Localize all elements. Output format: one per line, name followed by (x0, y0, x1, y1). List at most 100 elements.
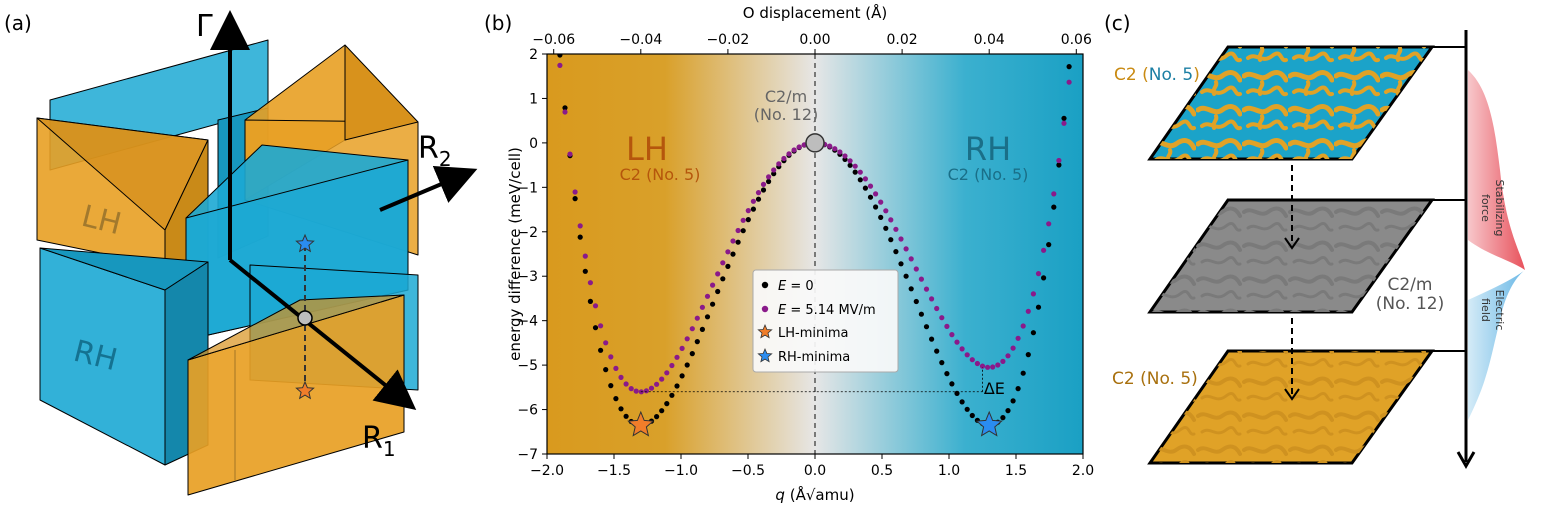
series-1-point (628, 386, 634, 392)
panel-label-c: (c) (1104, 11, 1131, 35)
series-1-point (766, 174, 772, 180)
series-0-point (715, 288, 721, 295)
series-0-point (755, 196, 762, 202)
vertical-axis-c-head (1456, 451, 1476, 470)
series-1-point (857, 169, 863, 175)
series-0-point (674, 383, 680, 389)
bottom-sheet-label: C2 (No. 5) (1112, 369, 1198, 389)
series-0-point (735, 239, 741, 245)
series-1-point (710, 282, 716, 288)
series-1-point (608, 354, 614, 360)
r2-axis (379, 166, 478, 212)
series-0-point (878, 214, 884, 220)
series-1-point (949, 332, 955, 338)
series-0-point (577, 234, 583, 240)
series-1-point (964, 352, 970, 358)
series-1-point (557, 62, 563, 68)
series-1-point (974, 360, 981, 367)
x-tick-label: −1.5 (597, 463, 631, 479)
y-tick-label: −6 (517, 403, 538, 419)
series-1-point (592, 303, 599, 309)
series-1-point (760, 181, 767, 187)
series-1-point (771, 167, 777, 173)
series-1-point (643, 388, 650, 394)
series-0-point (582, 268, 588, 274)
series-0-point (944, 371, 950, 377)
series-1-point (832, 146, 838, 152)
center-label-1: C2/m (765, 87, 807, 106)
series-1-point (1056, 157, 1062, 164)
series-0-point (603, 367, 609, 373)
panel-label-a: (a) (4, 11, 32, 35)
series-1-point (923, 286, 930, 292)
series-1-point (1035, 271, 1042, 277)
block-orange-bottom-cap (187, 294, 405, 361)
series-0-point (730, 251, 736, 257)
series-1-point (929, 296, 935, 302)
series-1-point (969, 357, 975, 363)
series-0-point (618, 406, 624, 412)
series-1-point (1005, 353, 1011, 359)
series-1-point (674, 354, 680, 360)
y-tick-label: −2 (517, 225, 538, 241)
series-1-point (862, 176, 869, 182)
y-tick-label: 0 (529, 136, 538, 152)
legend-box (752, 269, 899, 373)
series-0-point (598, 347, 604, 353)
series-0-point (699, 326, 706, 332)
lh-star-a (295, 380, 315, 400)
sheet-bottom-domains (1150, 351, 1432, 463)
saddle-point (805, 133, 825, 153)
series-1-point (654, 381, 660, 387)
series-0-point (623, 413, 629, 419)
series-0-point (1030, 330, 1036, 336)
series-0-point (562, 105, 568, 111)
delta-e-label: ΔE (984, 379, 1005, 398)
series-1-point (669, 362, 675, 369)
panel-a-blocks (36, 39, 419, 496)
series-1-point (740, 217, 746, 223)
top-x-tick-label: 0.06 (1061, 32, 1092, 48)
series-1-point (694, 315, 700, 321)
series-0-point (1010, 398, 1016, 404)
series-0-point (592, 325, 599, 331)
series-1-point (755, 190, 762, 196)
rh-minimum-star (975, 410, 1003, 437)
series-0-point (1061, 115, 1067, 121)
series-0-point (694, 339, 700, 345)
series-0-point (659, 408, 665, 414)
r1-axis (228, 258, 417, 411)
series-1-point (867, 183, 874, 189)
series-1-point (659, 376, 665, 382)
sheet-top-domains (1150, 47, 1432, 159)
series-1-point (679, 345, 685, 351)
series-0-point (745, 217, 751, 223)
y-tick-label: −4 (517, 314, 538, 330)
legend-marker-e514 (761, 305, 769, 313)
series-0-point (654, 414, 660, 420)
series-0-point (664, 401, 670, 407)
x-tick-label: 0.0 (804, 463, 826, 479)
series-1-point (842, 153, 848, 159)
series-1-point (587, 280, 594, 286)
top-x-tick-label: 0.04 (974, 32, 1005, 48)
y-tick-label: −1 (517, 180, 538, 196)
series-1-point (903, 246, 909, 252)
middle-sheet-label-1: C2/m (1388, 275, 1433, 295)
series-1-point (664, 370, 670, 376)
panel-c: Stabilizing force Electric field C2 (No.… (1112, 30, 1525, 470)
top-x-tick-label: 0.00 (799, 32, 830, 48)
saddle-point-a (297, 310, 313, 326)
series-0-point (669, 392, 675, 398)
y-tick-label: −7 (517, 447, 538, 463)
rh-region-label: RH (965, 130, 1011, 168)
electric-profile (1468, 270, 1525, 420)
series-0-point (1000, 415, 1006, 421)
series-0-point (898, 261, 904, 267)
block-orange-top-cap (344, 44, 419, 141)
top-x-tick-label: −0.04 (619, 32, 662, 48)
series-1-point (1046, 221, 1052, 227)
series-1-point (598, 323, 604, 329)
stabilizing-profile (1468, 70, 1525, 270)
